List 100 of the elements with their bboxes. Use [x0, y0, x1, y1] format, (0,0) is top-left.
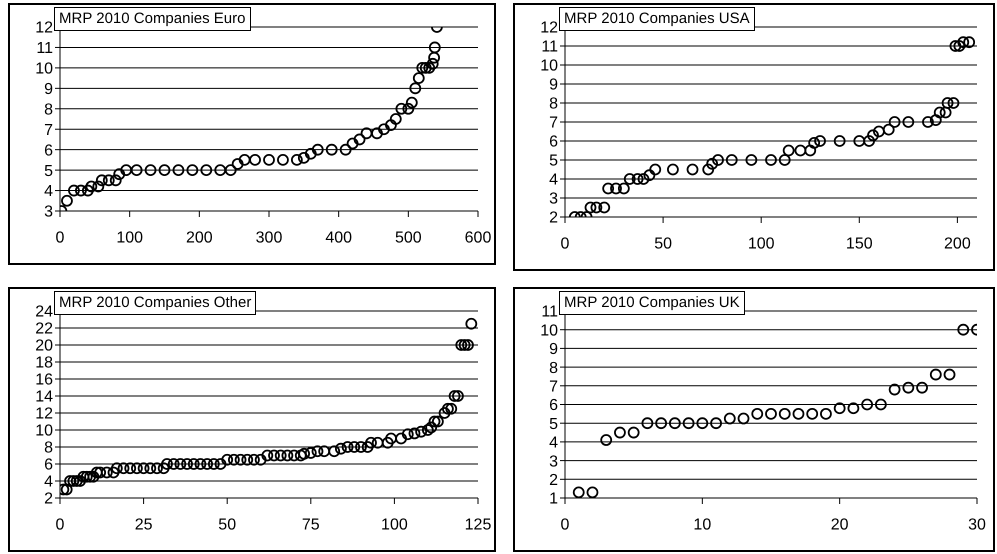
point	[628, 426, 640, 438]
point	[238, 154, 251, 166]
point	[402, 102, 414, 115]
y-tick-label: 5	[549, 416, 558, 433]
y-tick-label: 4	[549, 172, 558, 189]
point	[406, 96, 418, 109]
point	[75, 184, 87, 196]
point	[957, 324, 970, 336]
x-tick-label: 0	[56, 516, 65, 534]
point	[224, 164, 237, 176]
point	[820, 408, 832, 420]
point	[950, 40, 962, 52]
point	[848, 402, 860, 414]
x-tick-label: 50	[218, 516, 236, 534]
y-tick-label: 3	[549, 190, 558, 208]
y-tick-label: 8	[549, 96, 558, 113]
point	[120, 164, 132, 176]
y-tick-label: 4	[44, 474, 54, 491]
point	[598, 202, 610, 214]
point	[113, 168, 126, 180]
point	[808, 137, 820, 149]
point	[214, 164, 226, 176]
point	[834, 135, 846, 147]
y-tick-label: 11	[36, 40, 54, 58]
point	[642, 417, 654, 430]
point	[249, 154, 261, 166]
point	[942, 97, 954, 109]
x-tick-label: 400	[325, 229, 352, 246]
y-tick-label: 4	[44, 183, 54, 200]
y-tick-label: 4	[549, 434, 558, 452]
point	[409, 82, 422, 94]
y-tick-label: 2	[549, 210, 558, 227]
point	[682, 417, 694, 430]
point	[68, 184, 80, 196]
point	[922, 116, 934, 128]
y-tick-label: 14	[35, 388, 54, 406]
point	[416, 62, 428, 74]
point	[572, 486, 585, 498]
point	[853, 135, 866, 147]
point	[354, 134, 366, 146]
point	[96, 174, 108, 186]
y-tick-label: 11	[541, 38, 558, 56]
y-tick-label: 6	[549, 397, 558, 414]
point	[934, 106, 946, 118]
chart-title: MRP 2010 Companies UK	[559, 291, 745, 315]
point	[618, 182, 630, 194]
y-tick-label: 11	[541, 304, 558, 321]
point	[428, 52, 440, 64]
y-tick-label: 5	[549, 152, 558, 170]
x-tick-label: 75	[302, 516, 320, 534]
y-tick-label: 8	[44, 101, 54, 118]
point	[873, 126, 885, 138]
point	[584, 202, 596, 214]
y-tick-label: 12	[540, 20, 558, 37]
point	[794, 144, 806, 156]
point	[110, 174, 122, 186]
point	[814, 135, 826, 147]
point	[61, 194, 73, 207]
point	[426, 58, 439, 70]
point	[378, 123, 390, 136]
x-tick-label: 150	[846, 235, 873, 252]
point	[953, 40, 966, 52]
y-tick-label: 8	[549, 360, 558, 377]
point	[602, 182, 614, 194]
y-tick-label: 6	[549, 134, 558, 151]
x-tick-label: 600	[464, 229, 492, 246]
y-tick-label: 7	[549, 378, 558, 396]
point	[863, 135, 875, 147]
point	[930, 368, 942, 380]
point	[963, 36, 976, 48]
point	[867, 129, 879, 142]
point	[92, 180, 104, 192]
y-tick-label: 3	[549, 453, 558, 470]
y-tick-label: 6	[44, 456, 54, 474]
point	[882, 124, 895, 136]
point	[765, 154, 777, 166]
x-tick-label: 50	[654, 235, 672, 252]
y-tick-label: 8	[44, 440, 54, 457]
point	[624, 173, 636, 185]
point	[158, 164, 170, 176]
point	[940, 106, 952, 118]
point	[428, 42, 441, 54]
point	[834, 402, 846, 414]
point	[944, 368, 956, 380]
point	[360, 127, 372, 140]
point	[667, 164, 679, 176]
point	[782, 144, 795, 156]
x-tick-label: 0	[560, 516, 570, 534]
y-tick-label: 9	[44, 81, 54, 98]
y-tick-label: 12	[35, 20, 54, 37]
point	[420, 62, 432, 74]
point	[948, 97, 960, 109]
point	[638, 173, 650, 185]
point	[888, 116, 900, 128]
point	[590, 202, 602, 214]
x-tick-label: 100	[748, 235, 775, 252]
point	[304, 148, 317, 160]
y-tick-label: 10	[35, 422, 54, 440]
point	[902, 382, 914, 394]
point	[751, 408, 764, 420]
